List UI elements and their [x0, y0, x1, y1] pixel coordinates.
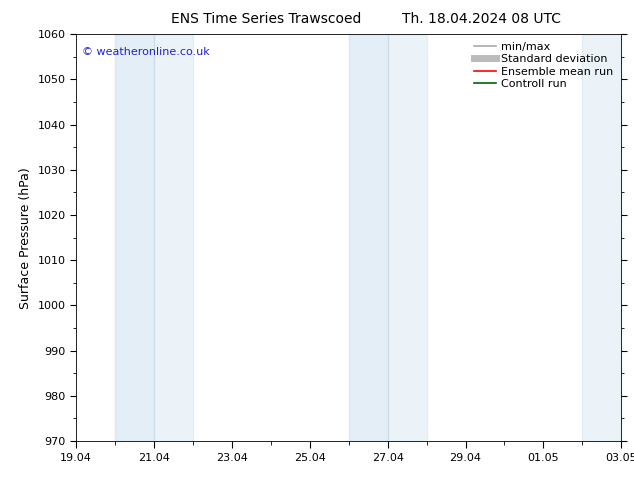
Bar [583, 34, 621, 441]
Legend: min/max, Standard deviation, Ensemble mean run, Controll run: min/max, Standard deviation, Ensemble me… [471, 40, 616, 91]
Bar [154, 34, 193, 441]
Y-axis label: Surface Pressure (hPa): Surface Pressure (hPa) [19, 167, 32, 309]
Text: Th. 18.04.2024 08 UTC: Th. 18.04.2024 08 UTC [403, 12, 561, 26]
Bar [115, 34, 154, 441]
Text: ENS Time Series Trawscoed: ENS Time Series Trawscoed [171, 12, 361, 26]
Text: © weatheronline.co.uk: © weatheronline.co.uk [82, 47, 209, 56]
Bar [387, 34, 427, 441]
Bar [349, 34, 387, 441]
